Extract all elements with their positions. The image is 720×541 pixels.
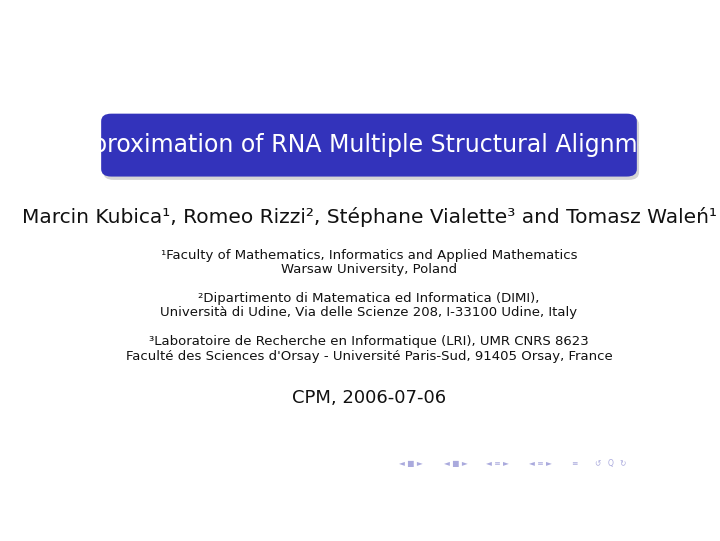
Text: ↻: ↻	[620, 459, 626, 469]
Text: ↺: ↺	[595, 459, 601, 469]
Text: ≡: ≡	[571, 459, 577, 469]
Text: Università di Udine, Via delle Scienze 208, I-33100 Udine, Italy: Università di Udine, Via delle Scienze 2…	[161, 306, 577, 319]
Text: Q: Q	[608, 459, 613, 469]
FancyBboxPatch shape	[101, 114, 637, 176]
Text: ¹Faculty of Mathematics, Informatics and Applied Mathematics: ¹Faculty of Mathematics, Informatics and…	[161, 249, 577, 262]
Text: ³Laboratoire de Recherche en Informatique (LRI), UMR CNRS 8623: ³Laboratoire de Recherche en Informatiqu…	[149, 335, 589, 348]
Text: CPM, 2006-07-06: CPM, 2006-07-06	[292, 389, 446, 407]
Text: ◄ ≡ ►: ◄ ≡ ►	[529, 459, 552, 469]
Text: ²Dipartimento di Matematica ed Informatica (DIMI),: ²Dipartimento di Matematica ed Informati…	[198, 292, 540, 305]
Text: ◄ ■ ►: ◄ ■ ►	[399, 459, 423, 469]
Text: Faculté des Sciences d'Orsay - Université Paris-Sud, 91405 Orsay, France: Faculté des Sciences d'Orsay - Universit…	[125, 350, 613, 363]
FancyBboxPatch shape	[104, 117, 639, 180]
Text: Warsaw University, Poland: Warsaw University, Poland	[281, 263, 457, 276]
Text: Approximation of RNA Multiple Structural Alignment: Approximation of RNA Multiple Structural…	[61, 133, 677, 157]
Text: Marcin Kubica¹, Romeo Rizzi², Stéphane Vialette³ and Tomasz Waleń¹: Marcin Kubica¹, Romeo Rizzi², Stéphane V…	[22, 207, 716, 227]
Text: ◄ ≡ ►: ◄ ≡ ►	[486, 459, 509, 469]
Text: ◄ ■ ►: ◄ ■ ►	[444, 459, 467, 469]
